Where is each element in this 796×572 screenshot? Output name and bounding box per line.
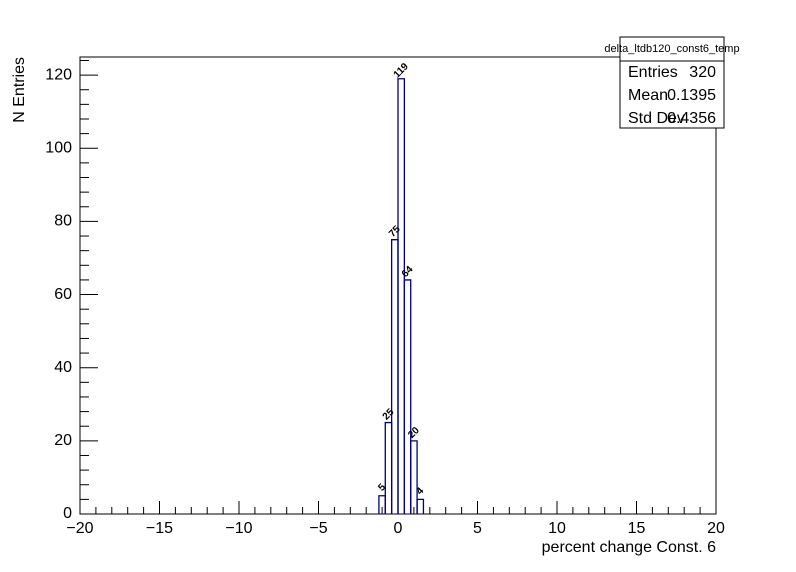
x-tick-label: −20	[66, 520, 93, 537]
y-tick-label: 0	[63, 505, 72, 522]
stats-label: Mean	[628, 87, 668, 104]
stats-value: 320	[689, 64, 716, 81]
x-tick-label: 10	[548, 520, 566, 537]
stats-title: delta_ltdb120_const6_temp	[604, 43, 739, 55]
x-tick-label: −10	[225, 520, 252, 537]
stats-label: Entries	[628, 64, 678, 81]
y-tick-label: 60	[54, 286, 72, 303]
y-tick-label: 20	[54, 432, 72, 449]
stats-value: 0.4356	[667, 110, 716, 127]
y-axis-title: N Entries	[11, 57, 28, 123]
stats-box: delta_ltdb120_const6_temp	[604, 36, 740, 129]
x-tick-label: 15	[628, 520, 646, 537]
y-tick-label: 80	[54, 213, 72, 230]
x-axis-title: percent change Const. 6	[542, 539, 716, 556]
x-tick-label: 20	[707, 520, 725, 537]
x-tick-label: 5	[473, 520, 482, 537]
stats-label: Std Dev	[628, 110, 685, 127]
stats-value: 0.1395	[667, 87, 716, 104]
y-tick-label: 100	[45, 139, 72, 156]
histogram-bin	[410, 440, 418, 514]
histogram-bin	[416, 498, 425, 514]
histogram-bin	[403, 279, 412, 514]
y-tick-label: 120	[45, 66, 72, 83]
x-tick-label: 0	[394, 520, 403, 537]
stats-frame	[619, 36, 725, 129]
x-tick-label: −15	[146, 520, 173, 537]
y-tick-label: 40	[54, 359, 72, 376]
x-tick-label: −5	[309, 520, 327, 537]
